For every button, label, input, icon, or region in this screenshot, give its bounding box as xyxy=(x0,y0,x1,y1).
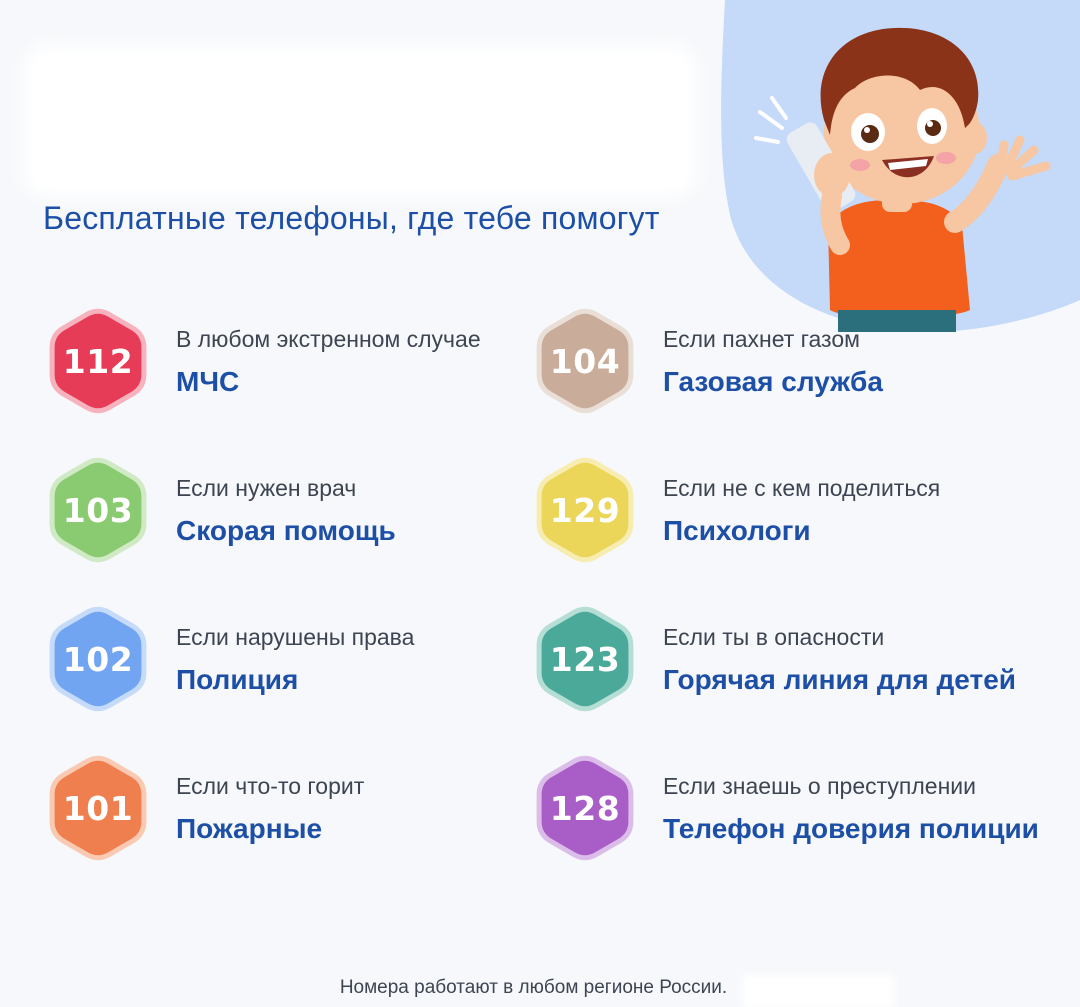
phone-number[interactable]: 104 xyxy=(549,341,621,381)
hexagon-icon xyxy=(536,606,634,712)
hexagon-icon xyxy=(49,308,147,414)
phone-number[interactable]: 102 xyxy=(62,639,134,679)
contact-condition: Если что-то горит xyxy=(176,773,365,799)
contact-card-102: 102 Если нарушены права Полиция xyxy=(43,600,563,720)
contact-card-129: 129 Если не с кем поделиться Психологи xyxy=(530,451,1050,571)
number-badge: 101 xyxy=(43,749,153,867)
hexagon-icon xyxy=(49,457,147,563)
contact-card-104: 104 Если пахнет газом Газовая служба xyxy=(530,302,1050,422)
contact-card-123: 123 Если ты в опасности Горячая линия дл… xyxy=(530,600,1050,720)
hexagon-icon xyxy=(536,755,634,861)
contact-condition: Если знаешь о преступлении xyxy=(663,773,976,799)
contact-condition: В любом экстренном случае xyxy=(176,326,481,352)
contact-card-101: 101 Если что-то горит Пожарные xyxy=(43,749,563,869)
hexagon-icon xyxy=(49,755,147,861)
phone-number[interactable]: 128 xyxy=(549,788,621,828)
phone-number[interactable]: 101 xyxy=(62,788,134,828)
contact-service: Психологи xyxy=(663,515,811,546)
hexagon-icon xyxy=(49,606,147,712)
contact-service: Полиция xyxy=(176,664,299,695)
contact-condition: Если ты в опасности xyxy=(663,624,885,650)
contact-service: МЧС xyxy=(176,366,240,397)
phone-number[interactable]: 103 xyxy=(62,490,134,530)
hexagon-icon xyxy=(536,308,634,414)
number-badge: 103 xyxy=(43,451,153,569)
contact-condition: Если нужен врач xyxy=(176,475,357,501)
decorative-blob xyxy=(721,0,1080,332)
number-badge: 102 xyxy=(43,600,153,718)
contact-card-103: 103 Если нужен врач Скорая помощь xyxy=(43,451,563,571)
number-badge: 123 xyxy=(530,600,640,718)
erased-area xyxy=(748,981,888,1003)
page-title: Бесплатные телефоны, где тебе помогут xyxy=(43,200,660,236)
contact-condition: Если не с кем поделиться xyxy=(663,475,941,501)
footer-note: Номера работают в любом регионе России. xyxy=(339,977,728,998)
contact-condition: Если пахнет газом xyxy=(663,326,860,352)
contact-card-112: 112 В любом экстренном случае МЧС xyxy=(43,302,563,422)
phone-number[interactable]: 129 xyxy=(549,490,621,530)
contact-service: Горячая линия для детей xyxy=(663,664,1016,695)
boy-illustration xyxy=(754,27,1051,332)
number-badge: 112 xyxy=(43,302,153,420)
number-badge: 104 xyxy=(530,302,640,420)
phone-number[interactable]: 112 xyxy=(62,341,134,381)
hexagon-icon xyxy=(536,457,634,563)
contact-service: Скорая помощь xyxy=(176,515,396,546)
phone-number[interactable]: 123 xyxy=(549,639,621,679)
contact-service: Телефон доверия полиции xyxy=(663,813,1039,844)
number-badge: 129 xyxy=(530,451,640,569)
erased-area xyxy=(36,58,684,184)
contact-service: Газовая служба xyxy=(663,366,883,397)
number-badge: 128 xyxy=(530,749,640,867)
contact-service: Пожарные xyxy=(176,813,323,844)
contact-card-128: 128 Если знаешь о преступлении Телефон д… xyxy=(530,749,1050,869)
contact-condition: Если нарушены права xyxy=(176,624,415,650)
